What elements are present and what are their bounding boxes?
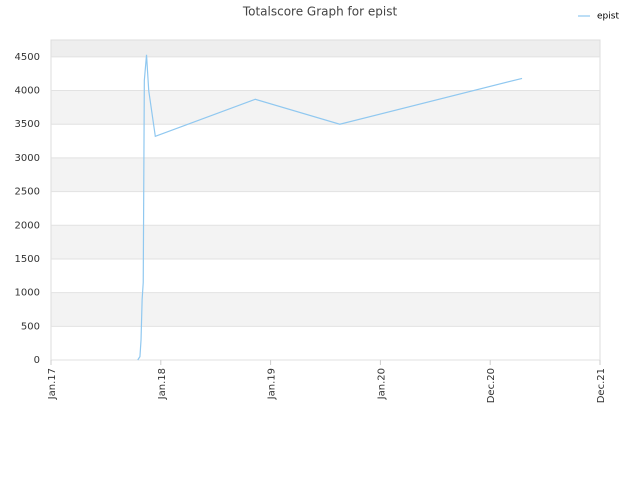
grid-band [51, 40, 600, 57]
grid-band [51, 225, 600, 259]
data-line [137, 54, 523, 361]
y-tick-label: 500 [21, 321, 40, 332]
chart-title: Totalscore Graph for epist [242, 5, 398, 19]
y-tick-label: 4000 [15, 86, 40, 97]
x-tick-label: Dec.21 [596, 368, 607, 403]
grid-band [51, 157, 600, 192]
y-tick-label: 1000 [15, 288, 40, 299]
y-tick-label: 3500 [15, 119, 40, 130]
x-tick-label: Jan.20 [376, 368, 387, 400]
y-tick-label: 1500 [15, 254, 40, 265]
y-tick-label: 2500 [15, 187, 40, 198]
x-tick-label: Dec.20 [486, 368, 497, 403]
y-tick-label: 4500 [15, 52, 40, 63]
y-tick-label: 3000 [15, 153, 40, 164]
grid-band [51, 292, 600, 327]
x-tick-label: Jan.19 [267, 368, 278, 400]
y-tick-label: 0 [34, 355, 40, 366]
x-tick-label: Jan.17 [47, 368, 58, 400]
x-tick-label: Jan.18 [157, 368, 168, 400]
legend-label: epist [597, 12, 619, 22]
grid-band [51, 90, 600, 125]
y-tick-label: 2000 [15, 220, 40, 231]
